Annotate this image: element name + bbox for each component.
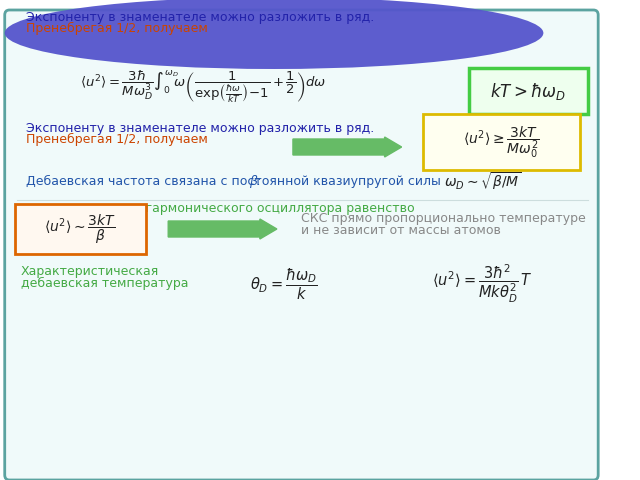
Text: Пренебрегая 1/2, получаем: Пренебрегая 1/2, получаем xyxy=(26,22,209,35)
Text: $\langle u^2 \rangle = \dfrac{3\hbar^2}{Mk\theta_D^2}\,T$: $\langle u^2 \rangle = \dfrac{3\hbar^2}{… xyxy=(431,263,532,305)
FancyBboxPatch shape xyxy=(424,114,580,170)
Text: $\langle u^2 \rangle = \dfrac{3\hbar}{M\omega_D^3}\int_0^{\omega_D}\!\!\omega\le: $\langle u^2 \rangle = \dfrac{3\hbar}{M\… xyxy=(80,69,326,106)
FancyBboxPatch shape xyxy=(4,10,598,480)
Text: Экспоненту в знаменателе можно разложить в ряд.: Экспоненту в знаменателе можно разложить… xyxy=(26,122,374,135)
Text: $\omega_D \sim \sqrt{\beta/M}$: $\omega_D \sim \sqrt{\beta/M}$ xyxy=(444,170,522,192)
Text: Дебаевская частота связана с постоянной квазиупругой силы: Дебаевская частота связана с постоянной … xyxy=(26,175,445,188)
Text: $\theta_D = \dfrac{\hbar\omega_D}{k}$: $\theta_D = \dfrac{\hbar\omega_D}{k}$ xyxy=(250,266,317,301)
FancyBboxPatch shape xyxy=(468,68,588,114)
Text: $\beta$:: $\beta$: xyxy=(248,173,262,190)
Text: в частном случае гармонического осциллятора равенство: в частном случае гармонического осциллят… xyxy=(26,202,415,215)
Text: Характеристическая: Характеристическая xyxy=(20,265,159,278)
Text: и не зависит от массы атомов: и не зависит от массы атомов xyxy=(301,224,500,237)
Ellipse shape xyxy=(4,0,543,69)
Text: Пренебрегая 1/2, получаем: Пренебрегая 1/2, получаем xyxy=(26,133,209,146)
Text: Экспоненту в знаменателе можно разложить в ряд.: Экспоненту в знаменателе можно разложить… xyxy=(26,11,374,24)
FancyArrow shape xyxy=(168,219,277,239)
Text: дебаевская температура: дебаевская температура xyxy=(20,277,188,290)
Text: СКС прямо пропорционально температуре: СКС прямо пропорционально температуре xyxy=(301,212,585,225)
Text: $\langle u^2 \rangle \sim \dfrac{3kT}{\beta}$: $\langle u^2 \rangle \sim \dfrac{3kT}{\b… xyxy=(44,212,116,246)
FancyArrow shape xyxy=(293,137,402,157)
FancyBboxPatch shape xyxy=(15,204,147,254)
Text: $\langle u^2 \rangle \geq \dfrac{3kT}{M\omega_0^2}$: $\langle u^2 \rangle \geq \dfrac{3kT}{M\… xyxy=(463,124,540,160)
Text: $kT > \hbar\omega_D$: $kT > \hbar\omega_D$ xyxy=(490,81,566,101)
